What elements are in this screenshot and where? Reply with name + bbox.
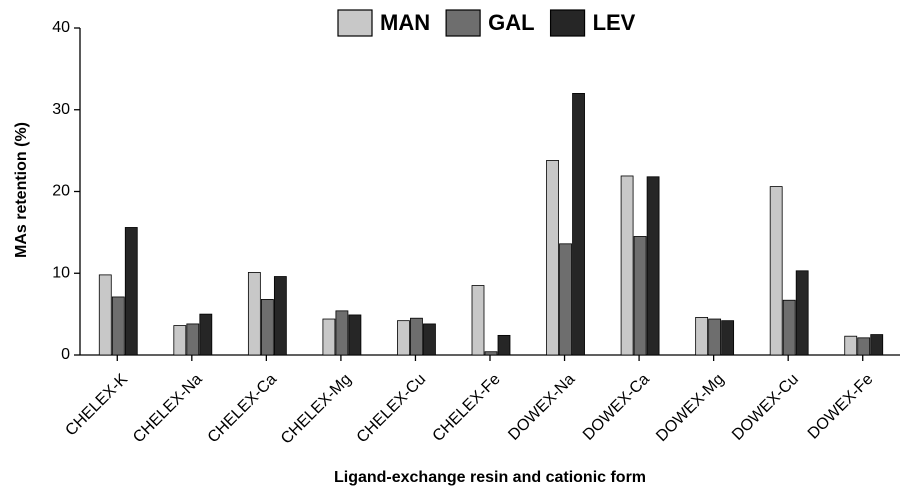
legend-swatch xyxy=(549,9,586,37)
legend-label: MAN xyxy=(380,10,430,35)
bar xyxy=(199,313,213,356)
bar xyxy=(397,320,410,356)
y-tick-label: 0 xyxy=(61,346,70,363)
bar xyxy=(857,337,871,356)
bar xyxy=(633,236,647,356)
bar xyxy=(559,243,572,356)
x-tick-label: CHELEX-K xyxy=(62,371,131,440)
x-tick-label: CHELEX-Fe xyxy=(430,371,504,445)
bar xyxy=(795,270,809,356)
bar xyxy=(410,317,423,356)
bar xyxy=(124,227,138,356)
x-tick-label: CHELEX-Na xyxy=(130,371,206,447)
bar xyxy=(484,351,498,356)
bar xyxy=(782,299,796,356)
x-tick-label: DOWEX-Cu xyxy=(729,371,802,444)
bar xyxy=(111,296,125,356)
bar xyxy=(322,318,336,356)
legend-label: GAL xyxy=(488,10,534,35)
y-tick-label: 20 xyxy=(52,183,70,200)
bar xyxy=(497,334,511,356)
y-tick-label: 30 xyxy=(52,101,70,118)
x-tick-label: CHELEX-Mg xyxy=(278,371,355,448)
x-tick-label: DOWEX-Na xyxy=(505,371,578,444)
bar xyxy=(173,325,187,356)
bar xyxy=(247,272,261,356)
x-tick-label: DOWEX-Fe xyxy=(805,371,877,443)
bar xyxy=(695,316,709,356)
bar xyxy=(708,318,722,356)
bar xyxy=(260,299,274,356)
legend-label: LEV xyxy=(593,10,636,35)
legend-swatch xyxy=(337,9,373,37)
bar xyxy=(870,334,884,356)
bar xyxy=(546,160,559,356)
bar xyxy=(98,274,112,356)
x-tick-label: CHELEX-Cu xyxy=(354,371,430,447)
x-tick-label: DOWEX-Mg xyxy=(653,371,727,445)
x-tick-label: CHELEX-Ca xyxy=(205,371,281,447)
x-tick-label: DOWEX-Ca xyxy=(580,371,653,444)
bar xyxy=(620,175,634,356)
bar xyxy=(348,314,362,356)
bar xyxy=(186,323,200,356)
bar xyxy=(335,310,349,356)
x-axis-title: Ligand-exchange resin and cationic form xyxy=(334,469,646,486)
bar xyxy=(471,285,485,356)
bar xyxy=(769,186,783,356)
bar xyxy=(423,323,436,356)
bar xyxy=(646,176,660,356)
bar xyxy=(844,335,858,356)
bar xyxy=(273,276,287,356)
y-tick-label: 10 xyxy=(52,264,70,281)
y-tick-label: 40 xyxy=(52,19,70,36)
bar xyxy=(721,320,735,356)
y-axis-title: MAs retention (%) xyxy=(13,122,30,258)
legend-swatch xyxy=(445,9,481,37)
bar xyxy=(572,93,585,356)
